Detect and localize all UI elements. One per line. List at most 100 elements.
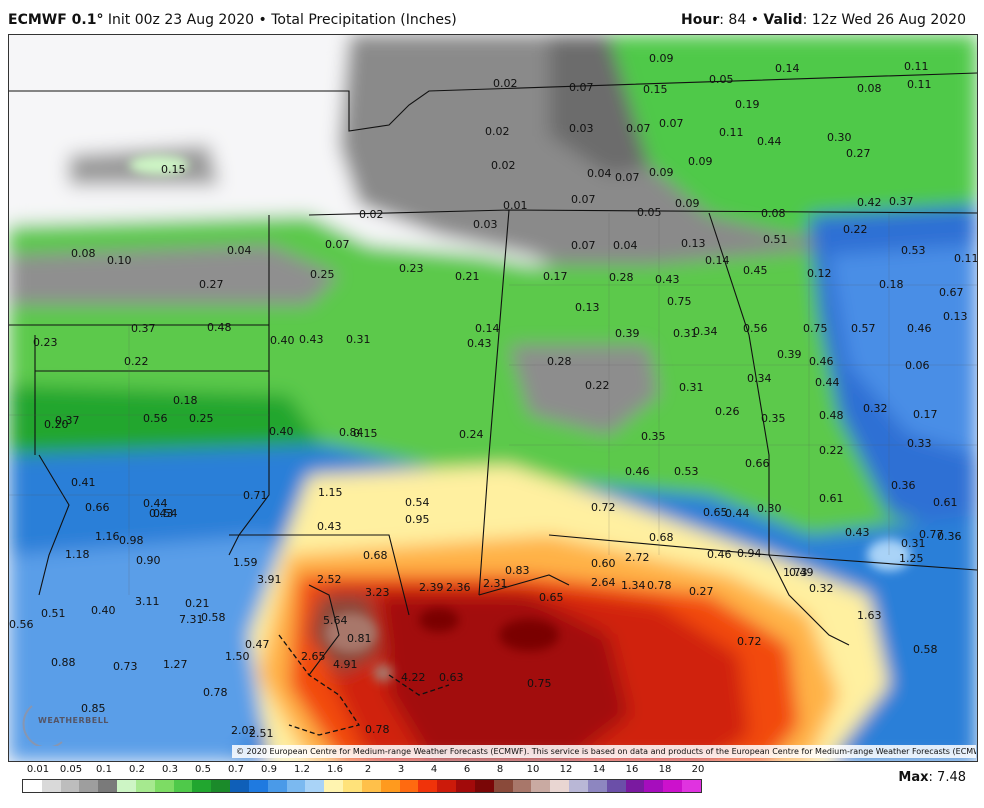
precip-value-label: 0.51	[763, 233, 788, 246]
precip-value-label: 0.31	[673, 327, 698, 340]
legend-tick: 0.3	[162, 764, 178, 775]
precip-value-label: 2.65	[301, 650, 326, 663]
precip-value-label: 0.22	[124, 355, 149, 368]
precip-value-label: 0.54	[153, 507, 178, 520]
precip-value-label: 0.32	[809, 582, 834, 595]
precip-value-label: 0.27	[199, 278, 224, 291]
precip-value-label: 0.30	[757, 502, 782, 515]
precip-value-label: 2.64	[591, 576, 616, 589]
precip-value-label: 0.02	[359, 208, 384, 221]
legend-swatch	[493, 780, 513, 792]
precip-value-label: 0.75	[527, 677, 552, 690]
precip-value-label: 1.63	[857, 609, 882, 622]
legend-tick: 0.01	[26, 764, 50, 775]
county-lines	[9, 213, 977, 595]
precip-value-label: 1.34	[621, 579, 646, 592]
legend-swatch	[248, 780, 268, 792]
precip-value-label: 3.91	[257, 573, 282, 586]
precip-value-label: 0.22	[843, 223, 868, 236]
precip-value-label: 0.48	[207, 321, 232, 334]
precip-value-label: 0.34	[747, 372, 772, 385]
precip-value-label: 0.21	[455, 270, 480, 283]
precip-value-label: 2.72	[625, 551, 650, 564]
precip-value-label: 0.77	[919, 528, 944, 541]
legend-color-bar	[22, 779, 702, 793]
logo-text: WEATHERBELL	[38, 716, 109, 725]
precip-value-label: 0.40	[91, 604, 116, 617]
legend-swatch	[324, 780, 344, 792]
max-label: Max	[898, 770, 929, 785]
precip-value-label: 0.39	[777, 348, 802, 361]
legend-swatch	[79, 780, 99, 792]
precip-value-label: 0.07	[325, 238, 350, 251]
precip-value-label: 0.31	[901, 537, 926, 550]
legend-swatch	[531, 780, 551, 792]
precip-value-label: 0.43	[317, 520, 342, 533]
legend-swatch	[587, 780, 607, 792]
precip-value-label: 0.54	[405, 496, 430, 509]
precipitation-map[interactable]: 0.09 0.11 0.02 0.07 0.15 0.05 0.14 0.08 0.11 0.19…	[8, 34, 978, 762]
precip-value-label: 0.34	[693, 325, 718, 338]
precip-value-label: 0.98	[119, 534, 144, 547]
precip-value-label: 0.88	[51, 656, 76, 669]
precip-value-label: 0.13	[681, 237, 706, 250]
precip-value-label: 1.59	[233, 556, 258, 569]
precip-value-label: 1.50	[225, 650, 250, 663]
precip-value-label: 0.40	[270, 334, 295, 347]
precip-value-label: 5.64	[323, 614, 348, 627]
precip-value-label: 0.63	[439, 671, 464, 684]
precip-value-labels: 0.09 0.11 0.02 0.07 0.15 0.05 0.14 0.08 0.11 0.19…	[9, 52, 977, 740]
legend-tick-labels: 0.01 0.05 0.1 0.2 0.3 0.5 0.7 0.9 1.2 1.6 2 3 4 6 8 10 1…	[22, 764, 705, 778]
max-value: Max: 7.48	[898, 770, 966, 785]
precip-value-label: 0.37	[55, 414, 80, 427]
precip-value-label: 0.65	[703, 506, 728, 519]
legend-tick: 18	[658, 764, 672, 775]
precip-value-label: 0.83	[505, 564, 530, 577]
legend-tick: 4	[430, 764, 438, 775]
precip-value-label: 0.08	[761, 207, 786, 220]
precip-value-label: 0.18	[879, 278, 904, 291]
precip-value-label: 0.21	[185, 597, 210, 610]
precip-value-label: 1.16	[95, 530, 120, 543]
precip-value-label: 0.15	[161, 163, 186, 176]
legend-tick: 6	[463, 764, 471, 775]
precip-value-label: 0.15	[353, 427, 378, 440]
model-name: ECMWF 0.1	[8, 12, 97, 28]
legend-swatch	[550, 780, 570, 792]
precip-value-label: 0.37	[131, 322, 156, 335]
precip-value-label: 0.68	[649, 531, 674, 544]
precip-value-label: 0.15	[643, 83, 668, 96]
legend-swatch	[135, 780, 155, 792]
legend-swatch	[286, 780, 306, 792]
precip-value-label: 0.75	[803, 322, 828, 335]
legend-swatch	[117, 780, 136, 792]
precip-value-label: 1.18	[65, 548, 90, 561]
precip-value-label: 0.17	[913, 408, 938, 421]
precip-value-label: 2.02	[231, 724, 256, 737]
precip-value-label: 0.60	[591, 557, 616, 570]
precip-value-label: 0.61	[819, 492, 844, 505]
legend-swatch	[230, 780, 249, 792]
precip-value-label: 0.49	[789, 566, 814, 579]
precip-value-label: 4.22	[401, 671, 426, 684]
precip-value-label: 0.44	[757, 135, 782, 148]
precip-value-label: 0.09	[675, 197, 700, 210]
precip-value-label: 0.07	[571, 239, 596, 252]
legend-tick: 0.05	[59, 764, 83, 775]
legend-swatch	[41, 780, 61, 792]
legend-swatch	[380, 780, 400, 792]
precip-value-label: 0.01	[503, 199, 528, 212]
header: ECMWF 0.1° Init 00z 23 Aug 2020 • Total …	[0, 0, 984, 34]
map-title: ECMWF 0.1° Init 00z 23 Aug 2020 • Total …	[8, 12, 457, 28]
precip-value-label: 0.14	[475, 322, 500, 335]
precip-value-label: 0.78	[365, 723, 390, 736]
max-number: : 7.48	[928, 770, 966, 785]
coastline	[278, 634, 450, 736]
precip-value-label: 0.12	[807, 267, 832, 280]
precip-value-label: 0.44	[815, 376, 840, 389]
precip-value-label: 0.78	[203, 686, 228, 699]
precip-value-label: 0.32	[863, 402, 888, 415]
legend-tick: 1.2	[294, 764, 310, 775]
precip-value-label: 0.19	[735, 98, 760, 111]
precip-value-label: 0.41	[71, 476, 96, 489]
